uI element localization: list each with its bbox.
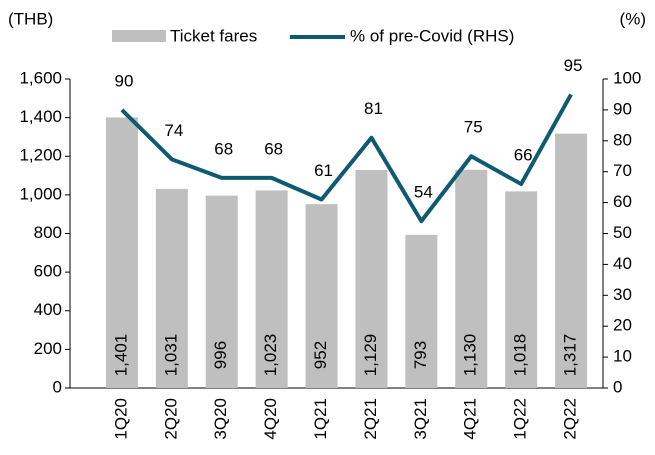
y2-tick-label: 30 — [613, 285, 632, 304]
x-tick-label: 1Q22 — [511, 398, 530, 440]
legend-label: Ticket fares — [170, 26, 257, 45]
x-tick-label: 3Q20 — [211, 398, 230, 440]
line-value-label: 90 — [114, 71, 133, 90]
x-tick-label: 1Q20 — [111, 398, 130, 440]
bar — [555, 133, 588, 388]
bar-value-label: 952 — [311, 341, 330, 369]
legend-label: % of pre-Covid (RHS) — [350, 26, 514, 45]
line-value-label: 54 — [414, 183, 433, 202]
line-value-label: 95 — [564, 56, 583, 75]
y-tick-label: 1,600 — [19, 68, 62, 87]
bar — [155, 188, 188, 388]
y2-tick-label: 90 — [613, 99, 632, 118]
line-value-label: 66 — [514, 146, 533, 165]
bar-value-label: 1,129 — [361, 334, 380, 377]
line-value-label: 61 — [314, 161, 333, 180]
y-tick-label: 800 — [34, 223, 62, 242]
line-value-label: 68 — [214, 139, 233, 158]
line-value-label: 74 — [164, 121, 183, 140]
line-value-label: 75 — [464, 118, 483, 137]
y-tick-label: 1,000 — [19, 184, 62, 203]
bar — [405, 234, 438, 388]
bar — [305, 204, 338, 388]
bar-value-label: 996 — [211, 341, 230, 369]
y2-axis-label: (%) — [620, 9, 646, 28]
bar-value-label: 1,401 — [111, 334, 130, 377]
x-tick-label: 4Q20 — [261, 398, 280, 440]
bar-value-label: 1,317 — [561, 334, 580, 377]
bar — [105, 117, 138, 388]
x-tick-label: 1Q21 — [311, 398, 330, 440]
y-tick-label: 200 — [34, 339, 62, 358]
x-tick-label: 3Q21 — [411, 398, 430, 440]
y2-tick-label: 70 — [613, 161, 632, 180]
y2-tick-label: 0 — [613, 377, 622, 396]
x-tick-label: 2Q21 — [361, 398, 380, 440]
bar-value-label: 1,018 — [511, 334, 530, 377]
x-tick-label: 2Q22 — [561, 398, 580, 440]
line-value-label: 68 — [264, 139, 283, 158]
line — [120, 93, 573, 224]
x-tick-label: 2Q20 — [161, 398, 180, 440]
bar — [455, 169, 488, 388]
bar-value-label: 1,130 — [461, 334, 480, 377]
line-value-label: 81 — [364, 99, 383, 118]
y2-tick-label: 80 — [613, 130, 632, 149]
bar — [205, 195, 238, 388]
bar-value-label: 793 — [411, 341, 430, 369]
bar-value-label: 1,031 — [161, 334, 180, 377]
y-tick-label: 0 — [53, 377, 62, 396]
x-tick-label: 4Q21 — [461, 398, 480, 440]
y2-tick-label: 50 — [613, 223, 632, 242]
y2-tick-label: 10 — [613, 347, 632, 366]
y-tick-label: 600 — [34, 262, 62, 281]
bar — [505, 191, 538, 388]
y-tick-label: 1,200 — [19, 146, 62, 165]
bar — [255, 190, 288, 388]
y2-tick-label: 100 — [613, 68, 641, 87]
y2-tick-label: 20 — [613, 316, 632, 335]
bar — [355, 169, 388, 388]
y-tick-label: 400 — [34, 300, 62, 319]
bar-value-label: 1,023 — [261, 334, 280, 377]
legend-swatch — [112, 30, 166, 42]
y2-tick-label: 60 — [613, 192, 632, 211]
y-axis-label: (THB) — [8, 9, 53, 28]
y-tick-label: 1,400 — [19, 107, 62, 126]
y2-tick-label: 40 — [613, 254, 632, 273]
